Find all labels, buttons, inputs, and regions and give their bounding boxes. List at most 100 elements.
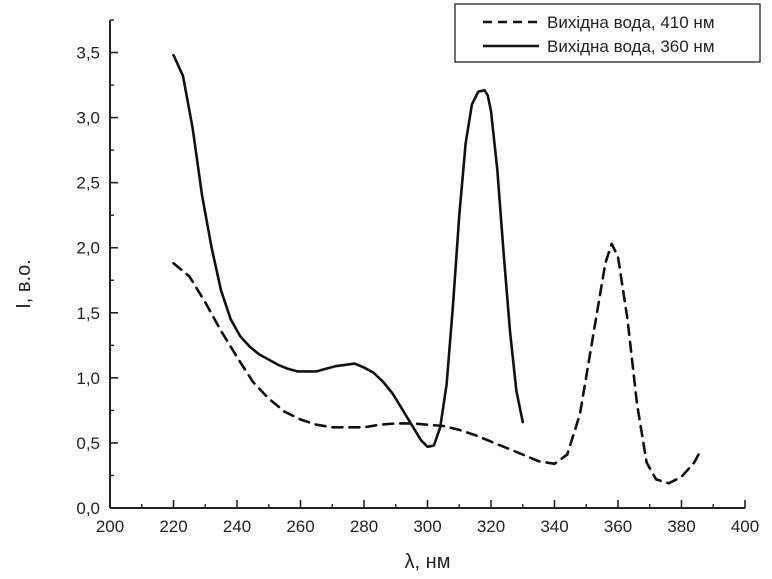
- data-point-series-1: [427, 446, 429, 448]
- y-tick-label: 1,5: [76, 304, 100, 323]
- data-point-series-0: [220, 330, 222, 332]
- data-point-series-0: [316, 424, 318, 426]
- data-point-series-1: [363, 367, 365, 369]
- x-axis-ticks: 200 220 240 260 280 300 320 340 360 380 400: [96, 500, 759, 536]
- data-point-series-1: [249, 346, 251, 348]
- data-point-series-0: [331, 427, 333, 429]
- data-point-series-0: [655, 479, 657, 481]
- data-point-series-0: [592, 338, 594, 340]
- data-point-series-1: [401, 408, 403, 410]
- data-point-series-1: [382, 381, 384, 383]
- data-point-series-1: [325, 368, 327, 370]
- data-point-series-1: [373, 372, 375, 374]
- data-point-series-0: [300, 419, 302, 421]
- series-line-0: [172, 242, 702, 485]
- x-tick-label: 280: [350, 517, 378, 536]
- data-point-series-1: [487, 95, 489, 97]
- data-point-series-0: [443, 425, 445, 427]
- data-point-series-1: [239, 335, 241, 337]
- series-layer: [172, 53, 702, 485]
- data-point-series-1: [446, 384, 448, 386]
- data-point-series-1: [509, 332, 511, 334]
- x-tick-label: 340: [540, 517, 568, 536]
- data-point-series-1: [211, 247, 213, 249]
- y-axis-title: I, в.о.: [13, 259, 35, 309]
- x-axis-title: λ, нм: [405, 551, 451, 573]
- data-point-series-0: [363, 427, 365, 429]
- data-point-series-1: [268, 359, 270, 361]
- y-tick-label: 2,5: [76, 174, 100, 193]
- data-point-series-1: [182, 75, 184, 77]
- plot-axes: [109, 20, 745, 509]
- x-tick-label: 260: [286, 517, 314, 536]
- series-line-1: [172, 53, 525, 449]
- data-point-series-0: [579, 414, 581, 416]
- data-point-series-1: [433, 445, 435, 447]
- data-point-series-0: [538, 460, 540, 462]
- data-point-series-1: [335, 365, 337, 367]
- data-point-series-0: [668, 482, 670, 484]
- data-point-series-0: [646, 462, 648, 464]
- data-point-series-0: [252, 381, 254, 383]
- data-point-series-0: [566, 454, 568, 456]
- data-point-series-0: [522, 454, 524, 456]
- x-tick-label: 300: [413, 517, 441, 536]
- data-point-series-1: [201, 195, 203, 197]
- data-point-series-1: [458, 214, 460, 216]
- legend: Вихідна вода, 410 нм Вихідна вода, 360 н…: [454, 3, 761, 63]
- data-point-series-1: [478, 91, 480, 93]
- data-point-series-0: [490, 441, 492, 443]
- data-point-series-1: [516, 390, 518, 392]
- data-point-series-0: [627, 319, 629, 321]
- data-point-series-0: [681, 476, 683, 478]
- y-tick-label: 0,5: [76, 434, 100, 453]
- data-point-series-0: [474, 434, 476, 436]
- data-point-series-0: [636, 403, 638, 405]
- data-point-series-0: [693, 462, 695, 464]
- data-point-series-0: [173, 263, 175, 265]
- y-tick-label: 0,0: [76, 499, 100, 518]
- data-point-series-0: [347, 427, 349, 429]
- data-point-series-0: [379, 424, 381, 426]
- data-point-series-1: [220, 290, 222, 292]
- data-point-series-0: [204, 302, 206, 304]
- data-point-series-0: [458, 429, 460, 431]
- x-tick-label: 320: [477, 517, 505, 536]
- data-point-series-1: [287, 368, 289, 370]
- data-point-series-1: [439, 427, 441, 429]
- data-point-series-0: [189, 276, 191, 278]
- legend-label-series-1: Вихідна вода, 360 нм: [547, 37, 715, 56]
- data-point-series-1: [354, 363, 356, 365]
- data-point-series-1: [452, 305, 454, 307]
- data-point-series-0: [617, 256, 619, 258]
- x-tick-label: 400: [731, 517, 759, 536]
- x-tick-label: 360: [604, 517, 632, 536]
- data-point-series-1: [344, 364, 346, 366]
- data-point-series-0: [236, 356, 238, 358]
- x-tick-label: 240: [223, 517, 251, 536]
- data-point-series-0: [427, 424, 429, 426]
- data-point-series-0: [605, 263, 607, 265]
- data-point-series-1: [465, 143, 467, 145]
- y-tick-label: 2,0: [76, 239, 100, 258]
- data-point-series-1: [522, 421, 524, 423]
- y-tick-label: 3,0: [76, 109, 100, 128]
- data-point-series-0: [506, 447, 508, 449]
- data-point-series-1: [230, 319, 232, 321]
- data-point-series-1: [392, 393, 394, 395]
- y-tick-label: 1,0: [76, 369, 100, 388]
- data-point-series-0: [611, 243, 613, 245]
- data-point-series-0: [284, 411, 286, 413]
- y-axis-ticks: 0,0 0,5 1,0 1,5 2,0 2,5 3,0 3,5: [76, 19, 118, 518]
- legend-label-series-0: Вихідна вода, 410 нм: [547, 13, 715, 32]
- data-point-series-1: [484, 89, 486, 91]
- data-point-series-1: [420, 440, 422, 442]
- data-point-series-1: [277, 364, 279, 366]
- data-point-series-1: [192, 127, 194, 129]
- data-point-series-1: [503, 253, 505, 255]
- data-point-series-0: [268, 398, 270, 400]
- data-point-series-0: [700, 450, 702, 452]
- data-point-series-1: [471, 104, 473, 106]
- legend-box: [454, 3, 761, 63]
